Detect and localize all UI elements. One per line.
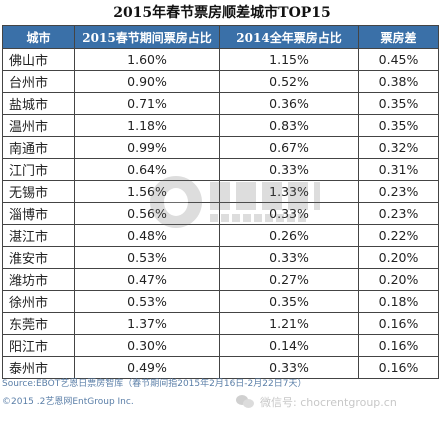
difference-cell: 0.23%: [358, 180, 439, 203]
table-row: 阳江市 0.30% 0.14% 0.16%: [2, 334, 439, 357]
city-cell: 淄博市: [2, 202, 75, 225]
data-table: 城市 2015春节期间票房占比 2014全年票房占比 票房差 佛山市 1.60% 1…: [2, 25, 439, 379]
table-row: 温州市 1.18% 0.83% 0.35%: [2, 114, 439, 137]
difference-cell: 0.23%: [358, 202, 439, 225]
table-row: 泰州市 0.49% 0.33% 0.16%: [2, 356, 439, 379]
table-row: 南通市 0.99% 0.67% 0.32%: [2, 136, 439, 159]
city-cell: 潍坊市: [2, 268, 75, 291]
difference-cell: 0.16%: [358, 356, 439, 379]
city-cell: 阳江市: [2, 334, 75, 357]
table-row: 盐城市 0.71% 0.36% 0.35%: [2, 92, 439, 115]
share-2014-cell: 0.26%: [219, 224, 359, 247]
table-header-row: 城市 2015春节期间票房占比 2014全年票房占比 票房差: [2, 25, 439, 49]
copyright-note: ©2015 .2艺恩网EntGroup Inc.: [2, 397, 134, 407]
share-2015-cell: 1.18%: [74, 114, 220, 137]
table-row: 台州市 0.90% 0.52% 0.38%: [2, 70, 439, 93]
source-note: Source:EBOT艺恩日票房智库（春节期间指2015年2月16日-2月22日…: [2, 379, 307, 389]
city-cell: 无锡市: [2, 180, 75, 203]
share-2015-cell: 0.30%: [74, 334, 220, 357]
city-cell: 南通市: [2, 136, 75, 159]
share-2014-cell: 0.14%: [219, 334, 359, 357]
city-cell: 泰州市: [2, 356, 75, 379]
table-row: 湛江市 0.48% 0.26% 0.22%: [2, 224, 439, 247]
city-cell: 淮安市: [2, 246, 75, 269]
column-header-2014-share: 2014全年票房占比: [219, 25, 359, 49]
share-2014-cell: 0.33%: [219, 356, 359, 379]
share-2014-cell: 0.36%: [219, 92, 359, 115]
share-2014-cell: 0.35%: [219, 290, 359, 313]
share-2014-cell: 0.52%: [219, 70, 359, 93]
share-2015-cell: 0.90%: [74, 70, 220, 93]
wechat-id-text: 微信号: chocrentgroup.cn: [260, 396, 397, 409]
column-header-2015-share: 2015春节期间票房占比: [74, 25, 220, 49]
share-2014-cell: 0.27%: [219, 268, 359, 291]
difference-cell: 0.38%: [358, 70, 439, 93]
share-2015-cell: 1.60%: [74, 48, 220, 71]
share-2014-cell: 0.33%: [219, 202, 359, 225]
difference-cell: 0.32%: [358, 136, 439, 159]
table-row: 江门市 0.64% 0.33% 0.31%: [2, 158, 439, 181]
city-cell: 盐城市: [2, 92, 75, 115]
difference-cell: 0.22%: [358, 224, 439, 247]
table-row: 无锡市 1.56% 1.33% 0.23%: [2, 180, 439, 203]
difference-cell: 0.18%: [358, 290, 439, 313]
difference-cell: 0.20%: [358, 246, 439, 269]
share-2015-cell: 0.53%: [74, 246, 220, 269]
city-cell: 湛江市: [2, 224, 75, 247]
wechat-icon: [236, 395, 254, 409]
city-cell: 佛山市: [2, 48, 75, 71]
city-cell: 台州市: [2, 70, 75, 93]
share-2015-cell: 0.64%: [74, 158, 220, 181]
share-2015-cell: 0.47%: [74, 268, 220, 291]
share-2015-cell: 1.56%: [74, 180, 220, 203]
share-2015-cell: 0.99%: [74, 136, 220, 159]
difference-cell: 0.35%: [358, 114, 439, 137]
page-title: 2015年春节票房顺差城市TOP15: [113, 5, 331, 21]
difference-cell: 0.31%: [358, 158, 439, 181]
difference-cell: 0.16%: [358, 312, 439, 335]
share-2014-cell: 0.67%: [219, 136, 359, 159]
city-cell: 徐州市: [2, 290, 75, 313]
share-2014-cell: 0.33%: [219, 158, 359, 181]
share-2014-cell: 1.21%: [219, 312, 359, 335]
column-header-difference: 票房差: [358, 25, 439, 49]
wechat-watermark: 微信号: chocrentgroup.cn: [236, 391, 397, 413]
table-row: 徐州市 0.53% 0.35% 0.18%: [2, 290, 439, 313]
share-2014-cell: 1.33%: [219, 180, 359, 203]
column-header-city: 城市: [2, 25, 75, 49]
city-cell: 东莞市: [2, 312, 75, 335]
city-cell: 温州市: [2, 114, 75, 137]
table-row: 佛山市 1.60% 1.15% 0.45%: [2, 48, 439, 71]
share-2014-cell: 0.83%: [219, 114, 359, 137]
table-row: 淄博市 0.56% 0.33% 0.23%: [2, 202, 439, 225]
share-2015-cell: 0.56%: [74, 202, 220, 225]
share-2015-cell: 0.48%: [74, 224, 220, 247]
share-2015-cell: 0.53%: [74, 290, 220, 313]
share-2015-cell: 0.49%: [74, 356, 220, 379]
share-2015-cell: 1.37%: [74, 312, 220, 335]
difference-cell: 0.20%: [358, 268, 439, 291]
difference-cell: 0.35%: [358, 92, 439, 115]
share-2014-cell: 0.33%: [219, 246, 359, 269]
table-row: 潍坊市 0.47% 0.27% 0.20%: [2, 268, 439, 291]
table-row: 淮安市 0.53% 0.33% 0.20%: [2, 246, 439, 269]
city-cell: 江门市: [2, 158, 75, 181]
share-2014-cell: 1.15%: [219, 48, 359, 71]
share-2015-cell: 0.71%: [74, 92, 220, 115]
difference-cell: 0.16%: [358, 334, 439, 357]
difference-cell: 0.45%: [358, 48, 439, 71]
table-row: 东莞市 1.37% 1.21% 0.16%: [2, 312, 439, 335]
